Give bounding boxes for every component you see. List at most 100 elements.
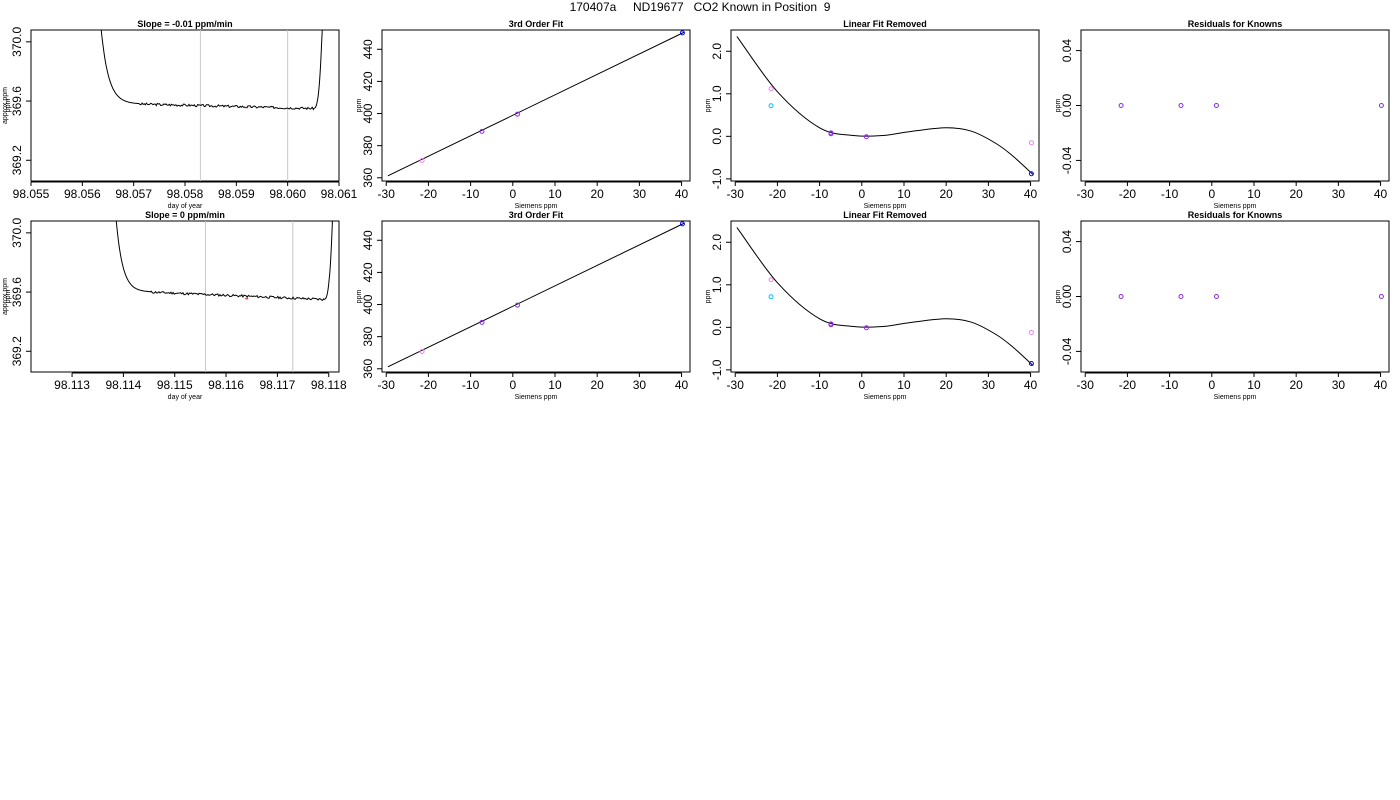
y-axis-label: ppm [356,290,363,304]
plot-area [387,222,685,368]
y-tick-label: -0.04 [1060,337,1074,365]
data-point [1378,294,1384,299]
y-tick-label: 420 [361,71,375,91]
y-tick-label: 0.04 [1060,39,1074,63]
panel-title: Residuals for Knowns [1188,19,1283,29]
x-tick-label: 20 [590,187,604,201]
data-point [863,325,869,331]
y-axis-label: ppm [5,290,12,304]
data-point [514,111,520,117]
data-point [1178,103,1184,108]
plot-frame [381,29,691,182]
plot-frame [30,220,340,373]
x-tick-label: -20 [1119,187,1137,201]
y-tick-label: 1.0 [710,85,724,102]
x-tick-label: -30 [378,187,396,201]
data-point [768,294,774,300]
y-tick-label: -0.04 [1060,146,1074,174]
x-tick-label: 0 [1208,378,1215,392]
x-tick-label: -30 [1077,378,1095,392]
x-tick-label: -10 [811,378,829,392]
data-trace [100,30,323,111]
x-axis-label: Siemens ppm [864,394,907,401]
x-axis-label: day of year [168,394,203,401]
plot-frame [1080,220,1390,373]
chart-panel: Residuals for Knowns -30 -20 -10 0 10 20 30 40 Si… [1055,210,1390,401]
x-tick-label: -10 [462,378,480,392]
x-tick-label: 20 [590,378,604,392]
x-tick-label: 0 [509,187,516,201]
x-tick-label: -10 [1161,378,1179,392]
x-tick-label: 98.057 [115,187,152,201]
y-tick-label: 2.0 [710,234,724,251]
x-tick-label: 98.116 [208,378,244,392]
x-axis-label: day of year [168,203,203,210]
y-axis-label: ppm [705,290,712,304]
x-tick-label: 20 [1289,378,1303,392]
y-tick-label: 440 [361,39,375,59]
panel-title: Residuals for Knowns [1188,210,1283,220]
x-tick-label: 30 [982,378,996,392]
plot-frame [381,220,691,373]
fit-curve [736,227,1034,366]
y-tick-label: 380 [361,326,375,346]
x-tick-label: -30 [378,378,396,392]
plot-area [100,30,323,181]
y-tick-label: 1.0 [710,276,724,293]
x-tick-label: 98.060 [269,187,306,201]
y-tick-label: 360 [361,358,375,378]
data-point [1118,294,1124,299]
data-point [419,157,425,163]
fit-curve [387,31,685,177]
x-tick-label: 30 [633,378,647,392]
panel-title: 3rd Order Fit [509,210,564,220]
y-axis-label-overlap: approx ppm [2,87,9,124]
x-tick-label: -20 [769,378,787,392]
data-point [1028,171,1034,177]
y-tick-label: 2.0 [710,43,724,60]
y-tick-label: 440 [361,230,375,250]
chart-panel: Slope = 0 ppm/min 98.113 98.114 98.115 98.11… [2,210,347,401]
panel-title: 3rd Order Fit [509,19,564,29]
panel-title: Linear Fit Removed [843,19,927,29]
y-axis-label: ppm [356,99,363,113]
y-tick-label: 0.0 [710,319,724,336]
x-tick-label: 10 [1247,187,1261,201]
x-tick-label: 98.113 [54,378,90,392]
x-tick-label: 98.115 [157,378,193,392]
chart-panel: Linear Fit Removed -30 -20 -10 0 10 20 30 40 Siem… [705,210,1040,401]
x-tick-label: 98.117 [259,378,295,392]
x-tick-label: 10 [548,187,562,201]
data-point [679,221,685,227]
x-tick-label: 30 [1332,187,1346,201]
data-point [863,134,869,140]
x-tick-label: -20 [420,378,438,392]
chart-panel: Slope = -0.01 ppm/min 98.055 98.056 98.057 9… [2,19,358,210]
x-axis-label: Siemens ppm [515,203,558,210]
plot-frame [730,29,1040,182]
y-tick-label: 380 [361,135,375,155]
x-tick-label: 98.056 [64,187,101,201]
x-tick-label: -20 [769,187,787,201]
chart-panel: 3rd Order Fit -30 -20 -10 0 10 20 30 40 Siemens p… [356,19,691,210]
fit-curve [387,222,685,368]
x-tick-label: 40 [1024,378,1038,392]
y-tick-label: 420 [361,262,375,282]
y-axis-label-overlap: approx ppm [2,278,9,315]
x-tick-label: 0 [858,378,865,392]
y-tick-label: 0.04 [1060,230,1074,254]
x-tick-label: -20 [420,187,438,201]
x-tick-label: 20 [1289,187,1303,201]
x-tick-label: 98.059 [218,187,255,201]
fit-curve [736,36,1034,175]
data-point [1378,103,1384,108]
x-tick-label: 98.055 [13,187,50,201]
data-point [479,319,485,325]
x-tick-label: -10 [1161,187,1179,201]
y-tick-label: 370.0 [10,27,24,57]
y-tick-label: 400 [361,294,375,314]
x-tick-label: -30 [1077,187,1095,201]
data-point [828,131,834,137]
panel-title: Linear Fit Removed [843,210,927,220]
x-axis-label: Siemens ppm [864,203,907,210]
